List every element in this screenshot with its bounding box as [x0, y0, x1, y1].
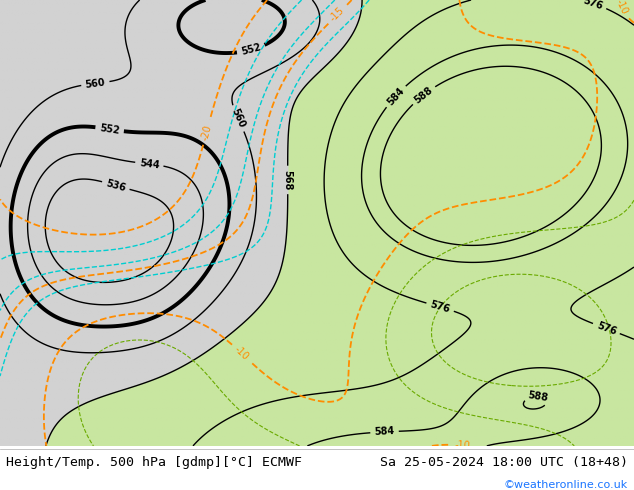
Text: 576: 576 [595, 320, 618, 337]
Text: 588: 588 [527, 390, 549, 403]
Text: 560: 560 [85, 77, 106, 90]
Text: 576: 576 [429, 299, 451, 315]
Text: 588: 588 [413, 85, 435, 105]
Text: 584: 584 [374, 426, 395, 438]
Text: 544: 544 [139, 158, 160, 170]
Text: 584: 584 [385, 85, 406, 107]
Text: 560: 560 [230, 107, 247, 130]
Text: 552: 552 [99, 123, 120, 136]
Text: 576: 576 [582, 0, 604, 11]
Text: 536: 536 [105, 178, 127, 193]
Text: Sa 25-05-2024 18:00 UTC (18+48): Sa 25-05-2024 18:00 UTC (18+48) [380, 456, 628, 469]
Text: -20: -20 [200, 123, 214, 141]
Text: Height/Temp. 500 hPa [gdmp][°C] ECMWF: Height/Temp. 500 hPa [gdmp][°C] ECMWF [6, 456, 302, 469]
Text: -15: -15 [328, 5, 347, 24]
Text: 552: 552 [240, 42, 262, 57]
Text: -10: -10 [614, 0, 630, 16]
Text: 568: 568 [283, 170, 293, 190]
Text: -10: -10 [454, 440, 470, 451]
Text: -10: -10 [232, 344, 250, 363]
Text: ©weatheronline.co.uk: ©weatheronline.co.uk [503, 480, 628, 490]
